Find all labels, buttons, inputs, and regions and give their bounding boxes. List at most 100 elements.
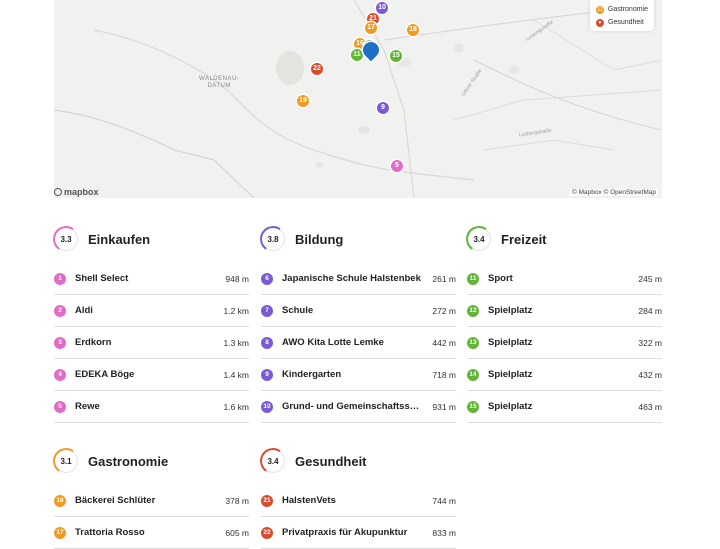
poi-list: 16 Bäckerei Schlüter 378 m 17 Trattoria Ross… <box>54 485 249 549</box>
list-item[interactable]: 17 Trattoria Rosso 605 m <box>54 517 249 549</box>
list-item[interactable]: 10 Grund- und Gemeinschaftsschule 931 m <box>261 391 456 423</box>
legend-label: Gesundheit <box>608 19 644 26</box>
map-pin[interactable]: 22 <box>311 63 323 75</box>
poi-number-badge: 1 <box>54 272 66 285</box>
poi-name: HalstenVets <box>282 495 336 506</box>
poi-distance: 605 m <box>225 527 249 538</box>
map-pin[interactable]: 9 <box>377 102 389 114</box>
poi-number-badge: 16 <box>54 494 66 507</box>
poi-distance: 1.6 km <box>223 401 249 412</box>
poi-distance: 1.4 km <box>223 369 249 380</box>
poi-number-badge: 15 <box>467 400 479 413</box>
category-title: Freizeit <box>501 231 547 247</box>
poi-number-badge: 22 <box>261 526 273 539</box>
poi-distance: 1.2 km <box>223 305 249 316</box>
score-badge: 3.3 <box>54 227 78 251</box>
poi-number-badge: 14 <box>467 368 479 381</box>
list-item[interactable]: 8 AWO Kita Lotte Lemke 442 m <box>261 327 456 359</box>
list-item[interactable]: 5 Rewe 1.6 km <box>54 391 249 423</box>
score-badge: 3.1 <box>54 449 78 473</box>
poi-distance: 432 m <box>638 369 662 380</box>
poi-number-badge: 12 <box>467 304 479 317</box>
list-item[interactable]: 4 EDEKA Böge 1.4 km <box>54 359 249 391</box>
poi-name: Aldi <box>75 305 93 316</box>
category-title: Bildung <box>295 231 344 247</box>
category-header: 3.4 Gesundheit <box>261 447 456 475</box>
map-pin[interactable]: 5 <box>391 160 403 172</box>
category-header: 3.4 Freizeit <box>467 225 662 253</box>
list-item[interactable]: 21 HalstenVets 744 m <box>261 485 456 517</box>
list-item[interactable]: 15 Spielplatz 463 m <box>467 391 662 423</box>
poi-distance: 272 m <box>432 305 456 316</box>
category-freizeit: 3.4 Freizeit 11 Sport 245 m 12 Spielplatz 284 m… <box>467 225 662 423</box>
list-item[interactable]: 22 Privatpraxis für Akupunktur 833 m <box>261 517 456 549</box>
map-pin[interactable]: 11 <box>351 49 363 61</box>
poi-list: 6 Japanische Schule Halstenbek 261 m 7 Schul… <box>261 263 456 423</box>
poi-number-badge: 21 <box>261 494 273 507</box>
poi-name: Shell Select <box>75 273 129 284</box>
list-item[interactable]: 9 Kindergarten 718 m <box>261 359 456 391</box>
poi-number-badge: 17 <box>54 526 66 539</box>
category-title: Gesundheit <box>295 453 367 469</box>
list-item[interactable]: 7 Schule 272 m <box>261 295 456 327</box>
poi-name: Bäckerei Schlüter <box>75 495 156 506</box>
category-title: Gastronomie <box>88 453 169 469</box>
category-gastronomie: 3.1 Gastronomie 16 Bäckerei Schlüter 378 m 17… <box>54 447 249 549</box>
poi-name: Spielplatz <box>488 369 533 380</box>
map-pin[interactable]: 17 <box>365 22 377 34</box>
poi-name: Erdkorn <box>75 337 112 348</box>
list-item[interactable]: 12 Spielplatz 284 m <box>467 295 662 327</box>
category-gesundheit: 3.4 Gesundheit 21 HalstenVets 744 m 22 Privatp… <box>261 447 456 549</box>
poi-name: AWO Kita Lotte Lemke <box>282 337 384 348</box>
poi-name: Spielplatz <box>488 305 533 316</box>
poi-name: Trattoria Rosso <box>75 527 145 538</box>
circle-number-icon: 11 <box>596 5 604 14</box>
poi-list: 11 Sport 245 m 12 Spielplatz 284 m 13 Spielplat… <box>467 263 662 423</box>
poi-number-badge: 10 <box>261 400 273 413</box>
list-item[interactable]: 2 Aldi 1.2 km <box>54 295 249 327</box>
poi-name: Rewe <box>75 401 100 412</box>
poi-distance: 261 m <box>432 273 456 284</box>
score-badge: 3.4 <box>467 227 491 251</box>
poi-number-badge: 4 <box>54 368 66 381</box>
category-einkaufen: 3.3 Einkaufen 1 Shell Select 948 m 2 Aldi 1.2 k… <box>54 225 249 423</box>
map-pin[interactable]: 18 <box>407 24 419 36</box>
poi-distance: 284 m <box>638 305 662 316</box>
poi-number-badge: 3 <box>54 336 66 349</box>
category-header: 3.1 Gastronomie <box>54 447 249 475</box>
poi-number-badge: 9 <box>261 368 273 381</box>
category-bildung: 3.8 Bildung 6 Japanische Schule Halstenbek 2… <box>261 225 456 423</box>
list-item[interactable]: 1 Shell Select 948 m <box>54 263 249 295</box>
map-attribution[interactable]: © Mapbox © OpenStreetMap <box>569 189 658 196</box>
map-legend: 11 Gastronomie ♥ Gesundheit <box>590 0 654 31</box>
mapbox-logo[interactable]: mapbox <box>54 187 99 197</box>
poi-list: 21 HalstenVets 744 m 22 Privatpraxis für Aku… <box>261 485 456 549</box>
list-item[interactable]: 6 Japanische Schule Halstenbek 261 m <box>261 263 456 295</box>
poi-name: Sport <box>488 273 513 284</box>
poi-distance: 463 m <box>638 401 662 412</box>
map-pin[interactable]: 10 <box>376 2 388 14</box>
poi-list: 1 Shell Select 948 m 2 Aldi 1.2 km 3 Erdkorn 1.3… <box>54 263 249 423</box>
map-pin[interactable]: 15 <box>390 50 402 62</box>
poi-number-badge: 5 <box>54 400 66 413</box>
poi-number-badge: 13 <box>467 336 479 349</box>
list-item[interactable]: 14 Spielplatz 432 m <box>467 359 662 391</box>
list-item[interactable]: 11 Sport 245 m <box>467 263 662 295</box>
list-item[interactable]: 13 Spielplatz 322 m <box>467 327 662 359</box>
poi-number-badge: 7 <box>261 304 273 317</box>
poi-name: Spielplatz <box>488 337 533 348</box>
mapbox-icon <box>54 188 62 196</box>
map[interactable]: WALDENAU- DATUM Lessingstraße Lobser Str… <box>54 0 662 198</box>
poi-distance: 833 m <box>432 527 456 538</box>
map-pin[interactable]: 19 <box>297 95 309 107</box>
poi-name: Grund- und Gemeinschaftsschule <box>282 401 425 412</box>
poi-distance: 948 m <box>225 273 249 284</box>
legend-label: Gastronomie <box>607 6 648 13</box>
list-item[interactable]: 3 Erdkorn 1.3 km <box>54 327 249 359</box>
poi-distance: 442 m <box>432 337 456 348</box>
category-header: 3.3 Einkaufen <box>54 225 249 253</box>
poi-name: Schule <box>282 305 314 316</box>
list-item[interactable]: 16 Bäckerei Schlüter 378 m <box>54 485 249 517</box>
poi-distance: 322 m <box>638 337 662 348</box>
poi-name: Japanische Schule Halstenbek <box>282 273 421 284</box>
